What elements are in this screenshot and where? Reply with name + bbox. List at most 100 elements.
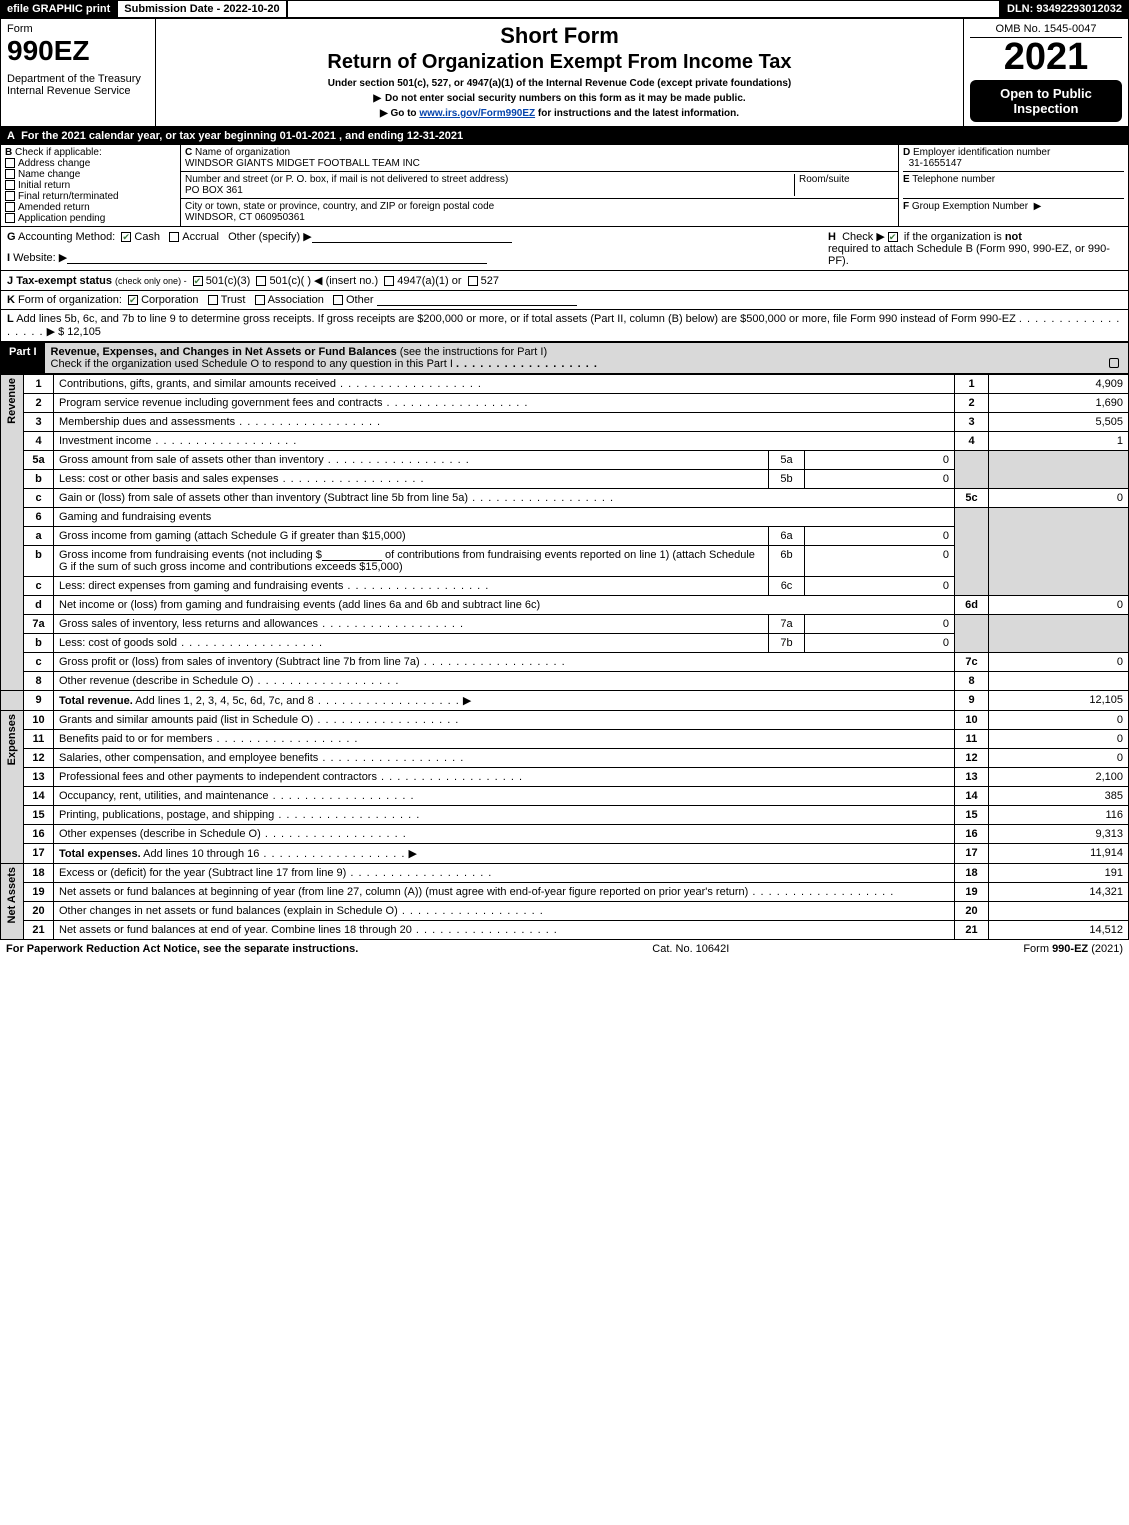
form-word: Form (7, 23, 33, 35)
v-17: 11,914 (989, 844, 1129, 864)
dln-cell: DLN: 93492293012032 (1000, 0, 1129, 18)
k-other-input[interactable] (377, 294, 577, 306)
chk-schedule-b-not-required[interactable] (888, 232, 898, 242)
d-2: Program service revenue including govern… (59, 397, 528, 409)
row-6d: dNet income or (loss) from gaming and fu… (1, 596, 1129, 615)
org-city: WINDSOR, CT 060950361 (185, 212, 305, 223)
v-16: 9,313 (989, 825, 1129, 844)
d-14: Occupancy, rent, utilities, and maintena… (59, 790, 415, 802)
submission-date-cell: Submission Date - 2022-10-20 (117, 0, 286, 18)
d-13: Professional fees and other payments to … (59, 771, 523, 783)
org-name: WINDSOR GIANTS MIDGET FOOTBALL TEAM INC (185, 158, 420, 169)
g-other: Other (specify) ▶ (228, 231, 312, 243)
j-527: 527 (481, 275, 499, 287)
sv-7a: 0 (805, 615, 955, 634)
goto-link[interactable]: www.irs.gov/Form990EZ (419, 108, 535, 119)
v-18: 191 (989, 864, 1129, 883)
footer-left: For Paperwork Reduction Act Notice, see … (6, 943, 358, 955)
footer-right: Form 990-EZ (2021) (1023, 943, 1123, 955)
v-12: 0 (989, 749, 1129, 768)
goto-pre: Go to (390, 108, 419, 119)
chk-trust[interactable] (208, 295, 218, 305)
v-15: 116 (989, 806, 1129, 825)
v-13: 2,100 (989, 768, 1129, 787)
g-other-input[interactable] (312, 231, 512, 243)
chk-amended-return[interactable] (5, 202, 15, 212)
g-cash: Cash (134, 231, 160, 243)
chk-name-change[interactable] (5, 169, 15, 179)
row-12: 12Salaries, other compensation, and empl… (1, 749, 1129, 768)
v-1: 4,909 (989, 375, 1129, 394)
j-4947a1: 4947(a)(1) or (397, 275, 461, 287)
sv-5b: 0 (805, 470, 955, 489)
d-7b: Less: cost of goods sold (59, 637, 323, 649)
ln-1: 1 (24, 375, 54, 394)
row-7a: 7aGross sales of inventory, less returns… (1, 615, 1129, 634)
part-I-title: Revenue, Expenses, and Changes in Net As… (51, 346, 397, 358)
side-revenue: Revenue (1, 375, 24, 691)
sv-7b: 0 (805, 634, 955, 653)
d-20: Other changes in net assets or fund bala… (59, 905, 544, 917)
chk-other-org[interactable] (333, 295, 343, 305)
chk-address-change[interactable] (5, 158, 15, 168)
row-7c: cGross profit or (loss) from sales of in… (1, 653, 1129, 672)
chk-accrual[interactable] (169, 232, 179, 242)
chk-527[interactable] (468, 276, 478, 286)
row-16: 16Other expenses (describe in Schedule O… (1, 825, 1129, 844)
header-right: OMB No. 1545-0047 2021 Open to Public In… (963, 19, 1128, 126)
chk-4947a1[interactable] (384, 276, 394, 286)
section-H: H Check ▶ if the organization is not req… (822, 230, 1122, 267)
row-18: Net Assets 18Excess or (deficit) for the… (1, 864, 1129, 883)
v-10: 0 (989, 711, 1129, 730)
ein-value: 31-1655147 (909, 158, 962, 169)
section-G: G Accounting Method: Cash Accrual Other … (7, 230, 822, 267)
chk-initial-return[interactable] (5, 180, 15, 190)
d-1: Contributions, gifts, grants, and simila… (59, 378, 482, 390)
h-not: not (1005, 231, 1022, 243)
e-lbl: Telephone number (912, 174, 995, 185)
chk-schedule-o-used[interactable] (1109, 358, 1119, 368)
chk-final-return[interactable] (5, 191, 15, 201)
d-19: Net assets or fund balances at beginning… (59, 886, 894, 898)
opt-final-return: Final return/terminated (18, 191, 119, 202)
top-spacer (287, 0, 1000, 18)
chk-cash[interactable] (121, 232, 131, 242)
sv-6b: 0 (805, 546, 955, 577)
footer-mid: Cat. No. 10642I (652, 943, 729, 955)
6b-amount-input[interactable] (322, 549, 382, 561)
chk-501c[interactable] (256, 276, 266, 286)
row-10: Expenses 10Grants and similar amounts pa… (1, 711, 1129, 730)
chk-501c3[interactable] (193, 276, 203, 286)
efile-print-cell[interactable]: efile GRAPHIC print (0, 0, 117, 18)
title-short-form: Short Form (162, 23, 957, 49)
k-corporation: Corporation (141, 294, 198, 306)
b-label: Check if applicable: (15, 147, 102, 158)
part-I-paren: (see the instructions for Part I) (400, 346, 547, 358)
part-I-label: Part I (1, 343, 45, 373)
form-header: Form 990EZ Department of the Treasury In… (0, 18, 1129, 127)
section-L: L Add lines 5b, 6c, and 7b to line 9 to … (0, 310, 1129, 342)
v-19: 14,321 (989, 883, 1129, 902)
chk-corporation[interactable] (128, 295, 138, 305)
d-7c: Gross profit or (loss) from sales of inv… (59, 656, 566, 668)
h-text2: if the organization is (904, 231, 1002, 243)
section-K: K Form of organization: Corporation Trus… (0, 291, 1129, 310)
row-5c: cGain or (loss) from sale of assets othe… (1, 489, 1129, 508)
row-2: 2Program service revenue including gover… (1, 394, 1129, 413)
v-3: 5,505 (989, 413, 1129, 432)
row-11: 11Benefits paid to or for members110 (1, 730, 1129, 749)
part-I-check-line: Check if the organization used Schedule … (51, 358, 453, 370)
d-6: Gaming and fundraising events (59, 511, 211, 523)
v-9: 12,105 (989, 691, 1129, 711)
d-16: Other expenses (describe in Schedule O) (59, 828, 407, 840)
opt-amended-return: Amended return (18, 202, 90, 213)
v-11: 0 (989, 730, 1129, 749)
chk-association[interactable] (255, 295, 265, 305)
d-17b: Add lines 10 through 16 (141, 848, 406, 860)
side-expenses: Expenses (1, 711, 24, 864)
d-5b: Less: cost or other basis and sales expe… (59, 473, 425, 485)
d-3: Membership dues and assessments (59, 416, 381, 428)
website-input[interactable] (67, 252, 487, 264)
row-13: 13Professional fees and other payments t… (1, 768, 1129, 787)
chk-application-pending[interactable] (5, 213, 15, 223)
